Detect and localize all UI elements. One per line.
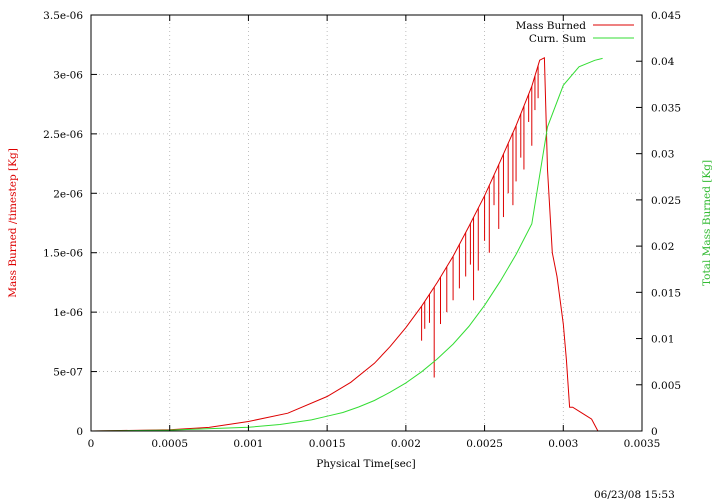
x-tick-label: 0.0005 [151, 438, 188, 450]
y2-tick-label: 0.015 [651, 287, 681, 299]
series-line-cum-sum [90, 57, 603, 432]
plot-frame [90, 14, 643, 432]
y2-tick-label: 0.005 [651, 380, 681, 392]
timestamp: 06/23/08 15:53 [594, 489, 675, 501]
x-tick-label: 0.003 [548, 438, 578, 450]
legend-label-cum-sum: Curn. Sum [529, 33, 586, 45]
y-tick-label: 1.5e-06 [43, 248, 83, 260]
x-tick-label: 0.0015 [309, 438, 346, 450]
y-tick-label: 3.5e-06 [43, 10, 83, 22]
x-tick-label: 0.002 [391, 438, 421, 450]
y2-tick-label: 0 [651, 426, 658, 438]
y-tick-label: 0 [76, 426, 83, 438]
y2-tick-label: 0.045 [651, 10, 681, 22]
x-axis-label: Physical Time[sec] [316, 458, 416, 470]
x-tick-label: 0 [88, 438, 95, 450]
y2-tick-label: 0.03 [651, 149, 674, 161]
y-tick-label: 3e-06 [53, 69, 83, 81]
x-tick-label: 0.001 [233, 438, 263, 450]
y-tick-label: 1e-06 [53, 307, 83, 319]
y2-tick-label: 0.01 [651, 334, 674, 346]
series-line-mass-burned [90, 56, 599, 432]
y2-tick-label: 0.025 [651, 195, 681, 207]
y-axis-label: Mass Burned /timestep [Kg] [7, 148, 19, 298]
x-tick-label: 0.0025 [466, 438, 503, 450]
legend-label-mass-burned: Mass Burned [516, 20, 587, 32]
y-tick-label: 2e-06 [53, 188, 83, 200]
axis-ticks: 0 0.0005 0.001 0.0015 0.002 0.0025 0.003 0.0035… [43, 10, 681, 450]
y2-axis-label: Total Mass Burned [Kg] [701, 160, 713, 286]
x-tick-label: 0.0035 [624, 438, 661, 450]
y-tick-label: 5e-07 [53, 367, 83, 379]
legend: Mass Burned Curn. Sum [516, 20, 634, 45]
y-tick-label: 2.5e-06 [43, 129, 83, 141]
y2-tick-label: 0.035 [651, 102, 681, 114]
y2-tick-label: 0.02 [651, 241, 674, 253]
grid-lines [91, 15, 642, 431]
y2-tick-label: 0.04 [651, 56, 675, 68]
series-layer [90, 56, 603, 432]
